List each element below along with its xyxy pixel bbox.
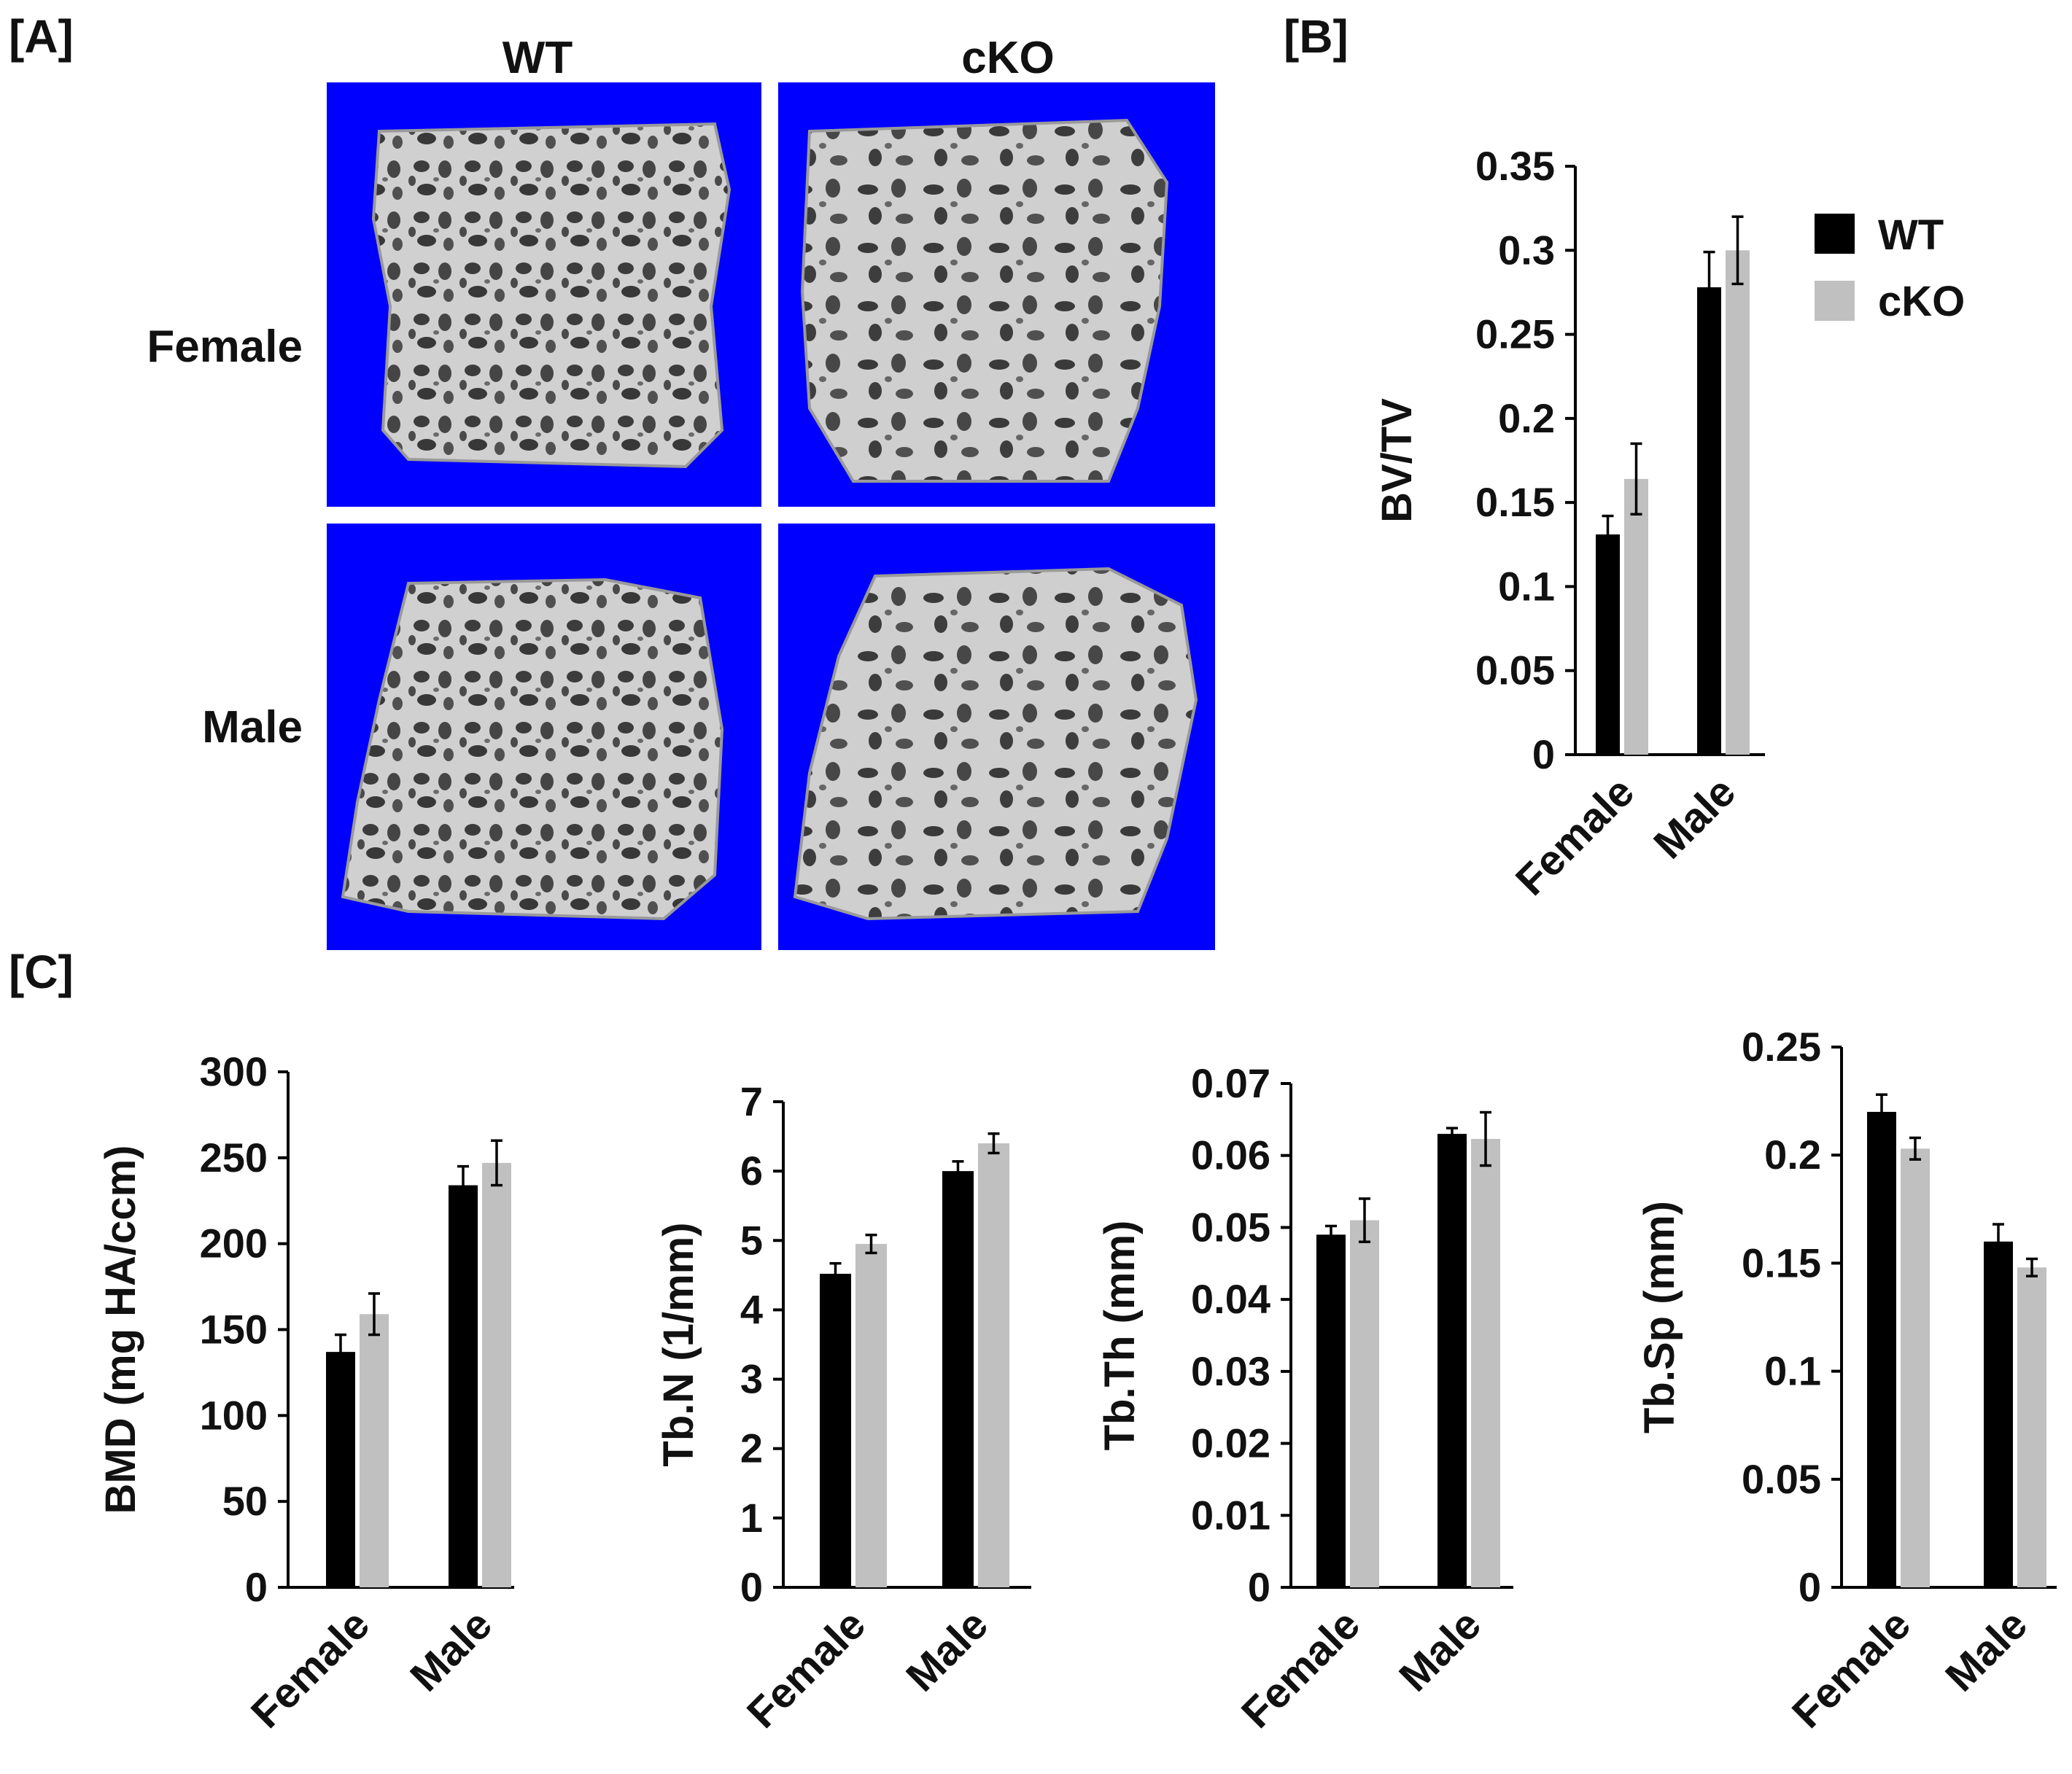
bar-cko-female: [1624, 478, 1648, 755]
y-axis-title: BV/TV: [1373, 398, 1421, 523]
y-tick-label: 0.03: [1191, 1348, 1270, 1394]
row-label-female: Female: [147, 322, 303, 372]
y-axis-title: BMD (mg HA/ccm): [97, 1145, 144, 1514]
y-tick-label: 3: [740, 1356, 763, 1402]
x-category-label: Male: [1390, 1600, 1490, 1700]
x-category-label: Male: [401, 1600, 501, 1700]
chart-tbsp: 0 0.05 0.1 0.15 0.2 0.25 Tb.Sp (mm) Female Male: [1636, 1024, 2057, 1738]
bar-cko-female: [360, 1314, 389, 1587]
y-tick-label: 0: [245, 1564, 268, 1610]
y-tick-label: 5: [740, 1217, 763, 1263]
y-tick-label: 0.25: [1475, 311, 1555, 357]
y-tick-label: 0.05: [1742, 1456, 1821, 1502]
x-category-label: Female: [1783, 1600, 1920, 1737]
bar-cko-female: [1350, 1220, 1379, 1587]
bar-wt-female: [1867, 1111, 1896, 1587]
column-label-wt: WT: [503, 33, 573, 83]
panel-b-label: [B]: [1284, 10, 1349, 63]
trabecular-bone-render: [371, 122, 732, 469]
bar-wt-female: [1316, 1234, 1346, 1587]
y-tick-label: 0.2: [1498, 395, 1555, 441]
y-tick-label: 0: [1248, 1564, 1270, 1610]
y-tick-label: 0.01: [1191, 1492, 1270, 1538]
y-tick-label: 0.02: [1191, 1420, 1270, 1466]
x-category-label: Male: [897, 1600, 997, 1700]
y-tick-label: 150: [200, 1307, 268, 1353]
microct-tile-male-wt: [327, 524, 761, 950]
y-tick-label: 200: [200, 1221, 268, 1267]
x-category-label: Female: [1233, 1600, 1369, 1737]
y-tick-label: 300: [200, 1049, 268, 1094]
panel-c-label: [C]: [9, 946, 74, 998]
y-tick-label: 7: [740, 1078, 763, 1124]
y-tick-label: 0.3: [1498, 227, 1555, 273]
bar-cko-male: [2017, 1267, 2046, 1587]
chart-tbth: 0 0.01 0.02 0.03 0.04 0.05 0.06 0.07 Tb.Th (mm) F…: [1096, 1060, 1513, 1738]
legend-swatch-cko: [1815, 281, 1855, 321]
chart-bmd: 0 50 100 150 200 250 300 BMD (mg HA/ccm) Female M…: [97, 1049, 514, 1738]
y-tick-label: 0.1: [1498, 563, 1555, 609]
x-category-label: Female: [738, 1600, 874, 1737]
panel-a-label: [A]: [9, 10, 74, 63]
y-tick-label: 100: [200, 1392, 268, 1438]
microct-tile-female-cko: [778, 82, 1215, 507]
bar-wt-male: [1697, 287, 1721, 755]
y-tick-label: 0: [740, 1564, 763, 1610]
bar-wt-female: [326, 1352, 355, 1587]
y-tick-label: 0: [1799, 1564, 1821, 1610]
bar-wt-male: [942, 1171, 974, 1587]
y-tick-label: 0.15: [1742, 1240, 1821, 1285]
bar-cko-female: [855, 1244, 887, 1587]
chart-tbn: 0 1 2 3 4 5 6 7 Tb.N (1/mm) Female Male: [655, 1078, 1031, 1738]
y-tick-label: 0.25: [1742, 1024, 1821, 1070]
bar-cko-male: [1726, 250, 1750, 755]
y-tick-label: 0.2: [1764, 1132, 1821, 1178]
legend-swatch-wt: [1815, 214, 1855, 254]
bar-cko-male: [1471, 1139, 1500, 1587]
legend: WT cKO: [1815, 211, 1965, 325]
y-tick-label: 0.35: [1475, 143, 1555, 189]
x-category-label: Male: [1645, 768, 1745, 868]
y-axis-title: Tb.Sp (mm): [1636, 1201, 1683, 1433]
y-tick-label: 0.07: [1191, 1060, 1270, 1106]
column-label-cko: cKO: [961, 33, 1054, 83]
legend-label-wt: WT: [1878, 211, 1944, 259]
x-category-label: Male: [1936, 1600, 2036, 1700]
bar-cko-male: [482, 1162, 511, 1587]
legend-label-cko: cKO: [1878, 278, 1965, 325]
bar-wt-male: [1984, 1241, 2013, 1587]
y-tick-label: 0.15: [1475, 479, 1555, 525]
bar-wt-male: [449, 1185, 478, 1587]
trabecular-bone-render: [341, 577, 724, 921]
x-category-label: Female: [242, 1600, 379, 1737]
y-tick-label: 0.05: [1475, 647, 1555, 693]
bar-cko-male: [978, 1143, 1009, 1587]
bar-cko-female: [1901, 1148, 1930, 1587]
y-tick-label: 2: [740, 1425, 763, 1471]
y-tick-label: 6: [740, 1148, 763, 1194]
microct-tile-female-wt: [327, 82, 761, 507]
trabecular-bone-render: [793, 567, 1198, 921]
bar-wt-female: [820, 1273, 851, 1587]
microct-tile-male-cko: [778, 524, 1215, 950]
x-category-label: Female: [1507, 768, 1643, 904]
trabecular-bone-render: [800, 118, 1169, 483]
y-tick-label: 0: [1532, 731, 1555, 777]
y-tick-label: 0.04: [1191, 1276, 1270, 1322]
bar-wt-male: [1437, 1134, 1467, 1587]
y-tick-label: 0.05: [1191, 1204, 1270, 1250]
y-tick-label: 0.1: [1764, 1348, 1821, 1394]
y-axis-title: Tb.N (1/mm): [655, 1222, 702, 1466]
y-tick-label: 50: [222, 1478, 268, 1524]
bar-wt-female: [1596, 534, 1620, 755]
y-axis-title: Tb.Th (mm): [1096, 1221, 1144, 1451]
y-tick-label: 250: [200, 1135, 268, 1180]
y-tick-label: 1: [740, 1495, 763, 1541]
y-tick-label: 4: [740, 1286, 763, 1332]
y-tick-label: 0.06: [1191, 1132, 1270, 1178]
row-label-male: Male: [202, 702, 303, 752]
chart-bvtv: 0 0.05 0.1 0.15 0.2 0.25 0.3 0.35 BV/TV Female Mal…: [1373, 143, 1765, 905]
